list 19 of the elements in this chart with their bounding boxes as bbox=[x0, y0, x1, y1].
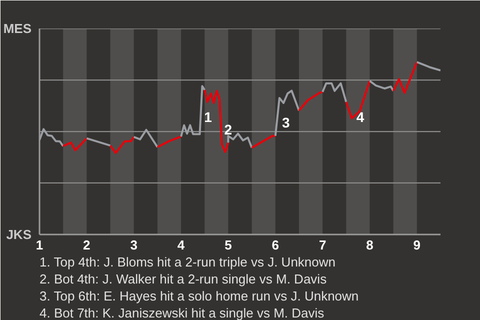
annotation: 4 bbox=[356, 109, 364, 126]
annotation: 1 bbox=[204, 109, 212, 126]
x-tick-label: 3 bbox=[130, 238, 138, 252]
text: 3. Top 6th: E. Hayes hit a solo home run vs J. Unknown bbox=[40, 288, 359, 304]
x-tick-label: 4 bbox=[177, 238, 186, 252]
x-tick-label: 8 bbox=[366, 238, 374, 252]
text: MES bbox=[3, 21, 32, 36]
text: 4. Bot 7th: K. Janiszewski hit a single vs M. Davis bbox=[40, 306, 325, 320]
x-tick-label: 5 bbox=[224, 238, 232, 252]
x-tick-label: 1 bbox=[36, 238, 44, 252]
x-tick-label: 2 bbox=[83, 238, 90, 252]
x-tick-label: 9 bbox=[413, 238, 421, 252]
text: JKS bbox=[6, 227, 32, 242]
text: 1. Top 4th: J. Bloms hit a 2-run triple vs J. Unknown bbox=[40, 254, 336, 270]
x-tick-label: 6 bbox=[272, 238, 279, 252]
text: 2. Bot 4th: J. Walker hit a 2-run single vs M. Davis bbox=[40, 272, 328, 286]
x-tick-label: 7 bbox=[318, 238, 326, 252]
annotation: 3 bbox=[282, 114, 290, 130]
annotation: 2 bbox=[224, 122, 232, 138]
